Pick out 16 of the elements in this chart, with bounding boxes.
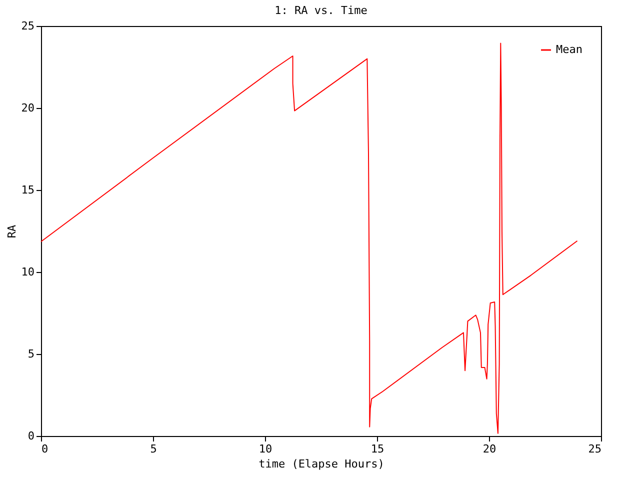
y-axis-title: RA <box>5 224 18 238</box>
y-tick-label: 10 <box>21 266 34 278</box>
x-tick-label: 20 <box>482 442 496 456</box>
x-tick-label: 10 <box>258 442 272 456</box>
x-tick-label: 5 <box>150 442 157 456</box>
chart-title: 1: RA vs. Time <box>274 4 368 17</box>
y-tick-label: 0 <box>28 430 34 442</box>
y-tick-label: 25 <box>21 20 34 32</box>
x-axis-title: time (Elapse Hours) <box>258 458 384 470</box>
legend-label: Mean <box>556 43 582 56</box>
x-tick-label: 25 <box>588 442 602 456</box>
y-tick-label: 15 <box>21 184 34 196</box>
x-tick-label: 0 <box>42 442 48 456</box>
y-tick-label: 5 <box>28 348 34 360</box>
x-tick-label: 15 <box>370 442 384 456</box>
y-tick-label: 20 <box>21 102 34 114</box>
